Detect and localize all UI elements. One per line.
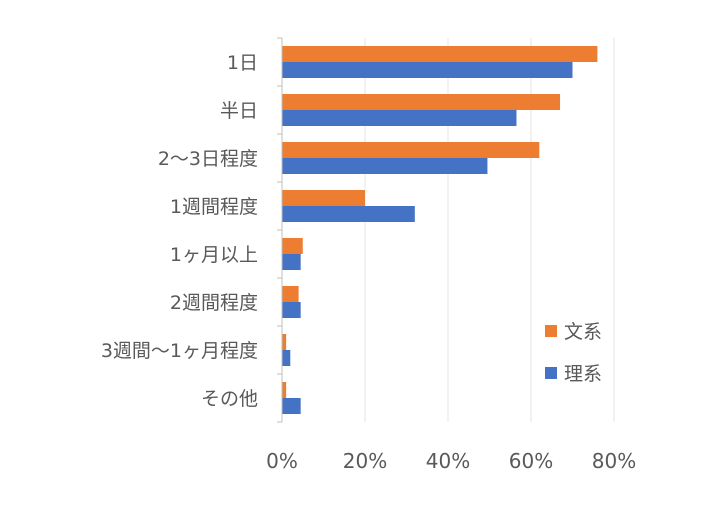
x-tick-label: 0% bbox=[266, 449, 298, 473]
bar-bunkei bbox=[282, 142, 540, 158]
bar-rikei bbox=[282, 254, 301, 270]
category-label: 1日 bbox=[227, 52, 258, 74]
bar-bunkei bbox=[282, 334, 287, 350]
bar-rikei bbox=[282, 62, 573, 78]
tick-labels: 0% 20% 40% 60% 80% bbox=[266, 449, 636, 473]
bar-bunkei bbox=[282, 190, 365, 206]
bar-rikei bbox=[282, 206, 415, 222]
bar-rikei bbox=[282, 350, 291, 366]
bar-bunkei bbox=[282, 382, 287, 398]
category-label: 1週間程度 bbox=[170, 196, 258, 218]
category-label: その他 bbox=[201, 388, 258, 410]
bar-rikei bbox=[282, 302, 301, 318]
category-label: 2週間程度 bbox=[170, 292, 258, 314]
x-tick-label: 20% bbox=[343, 449, 387, 473]
bar-bunkei bbox=[282, 46, 598, 62]
legend-label: 理系 bbox=[564, 363, 602, 385]
category-label: 1ヶ月以上 bbox=[170, 244, 258, 266]
bar-bunkei bbox=[282, 286, 299, 302]
category-label: 半日 bbox=[220, 100, 258, 122]
bar-bunkei bbox=[282, 94, 561, 110]
bar-bunkei bbox=[282, 238, 303, 254]
bars bbox=[282, 46, 598, 414]
axis bbox=[277, 37, 283, 423]
category-label: 3週間～1ヶ月程度 bbox=[101, 340, 258, 362]
legend-swatch bbox=[545, 367, 557, 379]
category-label: 2～3日程度 bbox=[158, 148, 258, 170]
x-tick-label: 60% bbox=[509, 449, 553, 473]
bar-rikei bbox=[282, 110, 517, 126]
bar-rikei bbox=[282, 398, 301, 414]
legend-swatch bbox=[545, 325, 557, 337]
x-tick-label: 80% bbox=[592, 449, 636, 473]
x-tick-label: 40% bbox=[426, 449, 470, 473]
bar-rikei bbox=[282, 158, 488, 174]
legend-label: 文系 bbox=[564, 321, 602, 343]
